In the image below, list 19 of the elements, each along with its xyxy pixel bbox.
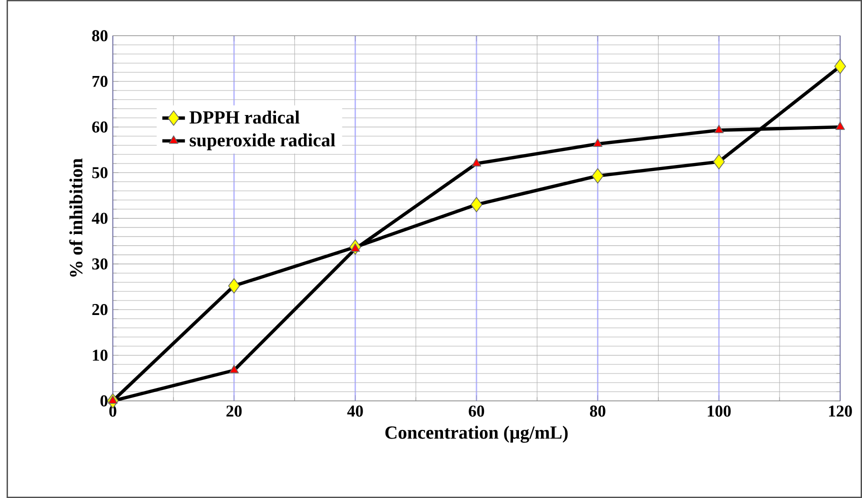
y-axis-title: % of inhibition bbox=[69, 158, 83, 277]
y-tick-label: 70 bbox=[92, 76, 108, 87]
y-tick-label: 0 bbox=[100, 395, 108, 406]
y-tick-label: 60 bbox=[92, 121, 108, 133]
y-tick-label: 80 bbox=[92, 30, 108, 42]
x-tick-label: 80 bbox=[590, 405, 606, 417]
x-tick-label: 100 bbox=[708, 405, 731, 417]
y-tick-label: 10 bbox=[92, 350, 108, 361]
y-tick-label: 20 bbox=[92, 304, 108, 316]
x-axis-title: Concentration (µg/mL) bbox=[385, 426, 568, 443]
legend-label: DPPH radical bbox=[190, 110, 300, 124]
y-tick-label: 50 bbox=[92, 167, 108, 178]
y-tick-label: 40 bbox=[92, 212, 108, 224]
y-tick-label: 30 bbox=[92, 258, 108, 270]
legend-label: superoxide radical bbox=[190, 133, 336, 150]
x-tick-label: 40 bbox=[347, 405, 363, 417]
x-tick-label: 120 bbox=[829, 405, 852, 417]
x-tick-label: 60 bbox=[468, 405, 484, 417]
x-tick-label: 20 bbox=[226, 405, 242, 417]
